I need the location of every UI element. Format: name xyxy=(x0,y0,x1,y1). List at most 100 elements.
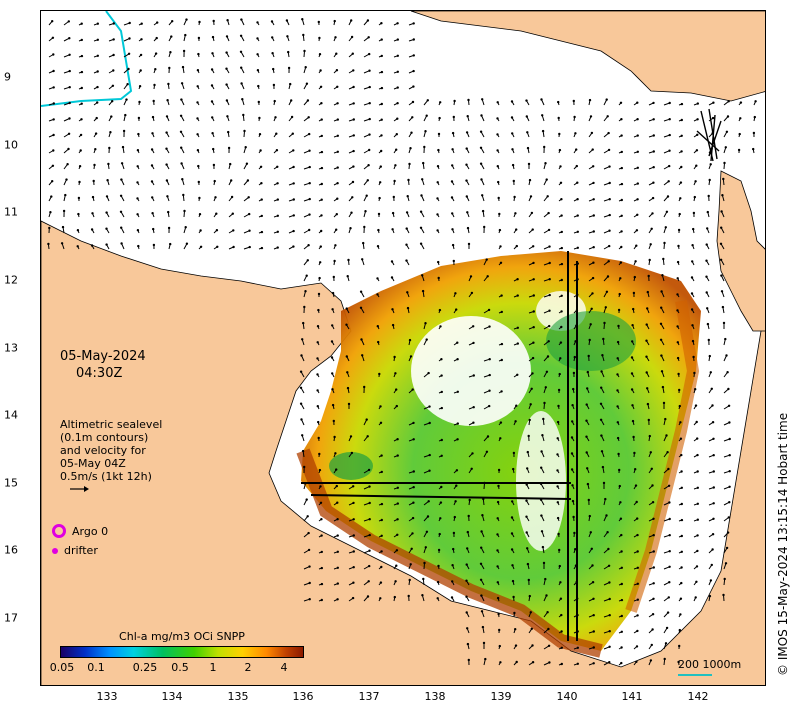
velocity-arrow-head xyxy=(165,179,169,182)
velocity-arrow-head xyxy=(668,101,671,105)
velocity-arrow-head xyxy=(406,195,409,198)
velocity-arrow-head xyxy=(320,550,323,554)
sealevel-contour xyxy=(41,11,133,107)
velocity-arrow-head xyxy=(319,261,322,264)
velocity-arrow-head xyxy=(366,179,369,182)
velocity-arrow-head xyxy=(96,22,99,25)
velocity-arrow-head xyxy=(752,147,755,151)
velocity-arrow-head xyxy=(421,178,424,181)
velocity-arrow-head xyxy=(600,386,603,389)
velocity-arrow-head xyxy=(588,338,591,342)
velocity-arrow-head xyxy=(138,100,141,104)
velocity-arrow-head xyxy=(711,548,714,551)
velocity-arrow-head xyxy=(359,290,363,293)
velocity-arrow-head xyxy=(412,501,415,504)
velocity-arrow-head xyxy=(112,38,115,41)
velocity-arrow-head xyxy=(499,261,503,264)
velocity-arrow-head xyxy=(545,370,549,373)
velocity-arrow-head xyxy=(619,261,623,264)
velocity-arrow-head xyxy=(307,531,310,535)
velocity-arrow-head xyxy=(680,502,683,506)
velocity-arrow-head xyxy=(516,342,519,345)
velocity-arrow-head xyxy=(556,437,559,440)
velocity-arrow-head xyxy=(439,501,443,504)
velocity-arrow-head xyxy=(350,211,353,214)
velocity-arrow-head xyxy=(542,417,545,421)
velocity-arrow-head xyxy=(196,117,199,120)
velocity-arrow-head xyxy=(412,470,415,473)
velocity-arrow-head xyxy=(317,20,320,24)
velocity-arrow-head xyxy=(169,242,172,246)
velocity-arrow-head xyxy=(680,150,683,153)
velocity-arrow-head xyxy=(52,133,55,137)
velocity-arrow-head xyxy=(336,518,339,521)
velocity-arrow-head xyxy=(226,115,229,118)
velocity-arrow-head xyxy=(601,354,604,357)
velocity-arrow-head xyxy=(608,645,611,648)
velocity-arrow-head xyxy=(511,579,515,583)
velocity-arrow-head xyxy=(726,531,730,534)
velocity-arrow-head xyxy=(409,355,413,358)
velocity-arrow-head xyxy=(96,85,99,89)
velocity-arrow-head xyxy=(391,308,394,311)
velocity-arrow-head xyxy=(545,178,548,181)
velocity-arrow-head xyxy=(705,275,708,278)
velocity-arrow-head xyxy=(560,325,563,329)
velocity-arrow-head xyxy=(453,99,456,103)
velocity-arrow-head xyxy=(525,99,528,102)
velocity-arrow-head xyxy=(608,165,611,168)
velocity-arrow-head xyxy=(395,549,399,552)
velocity-arrow-head xyxy=(320,566,323,570)
velocity-arrow-head xyxy=(318,53,322,56)
velocity-arrow-head xyxy=(636,134,639,137)
velocity-arrow-head xyxy=(608,213,611,217)
velocity-arrow-head xyxy=(526,467,529,470)
velocity-arrow-head xyxy=(589,323,592,326)
velocity-arrow-head xyxy=(576,246,579,249)
velocity-arrow-head xyxy=(451,580,454,583)
velocity-arrow-head xyxy=(599,418,603,421)
velocity-arrow-head xyxy=(727,516,730,519)
velocity-arrow-head xyxy=(571,420,574,423)
velocity-arrow-head xyxy=(678,644,681,648)
velocity-arrow-head xyxy=(246,179,250,182)
velocity-arrow-head xyxy=(591,581,595,584)
velocity-arrow-head xyxy=(292,182,295,185)
velocity-arrow-head xyxy=(422,161,425,165)
lon-tick: 138 xyxy=(424,690,446,703)
velocity-arrow-head xyxy=(573,355,576,359)
velocity-arrow-head xyxy=(576,278,579,281)
velocity-arrow-head xyxy=(428,421,431,425)
velocity-arrow-head xyxy=(410,547,413,550)
velocity-arrow-head xyxy=(396,22,399,25)
velocity-arrow-head xyxy=(77,212,80,216)
velocity-arrow-head xyxy=(380,134,383,137)
velocity-arrow-head xyxy=(419,210,423,213)
velocity-arrow-head xyxy=(560,246,563,250)
velocity-arrow-head xyxy=(510,116,514,119)
scale-bar-label: 200 1000m xyxy=(678,658,742,671)
velocity-arrow-head xyxy=(380,454,383,457)
velocity-arrow-head xyxy=(559,597,563,600)
velocity-arrow-head xyxy=(527,162,531,166)
velocity-arrow-head xyxy=(591,564,594,567)
velocity-arrow-head xyxy=(496,549,499,552)
velocity-arrow-head xyxy=(592,246,595,249)
velocity-arrow-head xyxy=(525,499,528,502)
velocity-arrow-head xyxy=(707,338,710,342)
velocity-arrow-head xyxy=(467,658,470,662)
velocity-arrow-head xyxy=(634,260,637,263)
velocity-arrow-head xyxy=(68,69,71,73)
velocity-arrow-head xyxy=(636,101,639,104)
velocity-arrow-head xyxy=(496,581,499,584)
velocity-arrow-head xyxy=(632,291,636,295)
velocity-arrow-head xyxy=(585,419,588,422)
velocity-arrow-head xyxy=(585,403,588,406)
velocity-arrow-head xyxy=(470,467,473,470)
velocity-arrow-head xyxy=(379,581,383,584)
velocity-arrow-head xyxy=(165,147,168,150)
velocity-arrow-head xyxy=(351,196,354,199)
velocity-arrow-head xyxy=(451,131,455,135)
velocity-arrow-head xyxy=(650,467,653,470)
velocity-arrow-head xyxy=(336,118,339,121)
